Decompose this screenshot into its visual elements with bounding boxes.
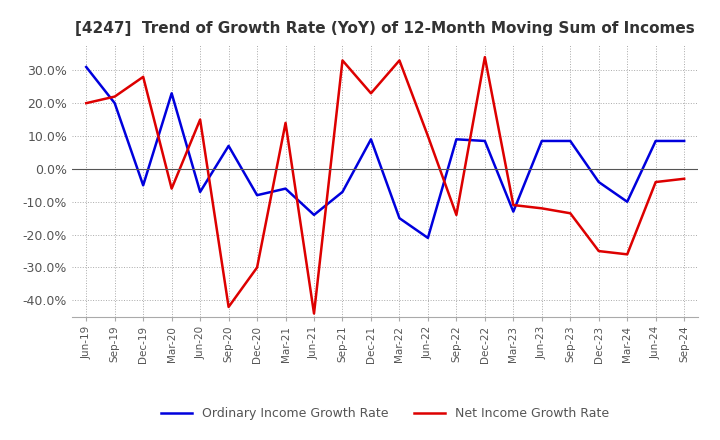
Ordinary Income Growth Rate [167,91,176,96]
Ordinary Income Growth Rate [82,64,91,70]
Ordinary Income Growth Rate [139,183,148,188]
Ordinary Income Growth Rate [623,199,631,205]
Ordinary Income Growth Rate [680,138,688,143]
Ordinary Income Growth Rate [423,235,432,241]
Net Income Growth Rate [82,100,91,106]
Net Income Growth Rate [139,74,148,80]
Net Income Growth Rate [452,212,461,217]
Ordinary Income Growth Rate [253,193,261,198]
Ordinary Income Growth Rate [480,138,489,143]
Ordinary Income Growth Rate [338,189,347,194]
Net Income Growth Rate [480,55,489,60]
Net Income Growth Rate [196,117,204,122]
Legend: Ordinary Income Growth Rate, Net Income Growth Rate: Ordinary Income Growth Rate, Net Income … [156,402,614,425]
Net Income Growth Rate [595,249,603,254]
Ordinary Income Growth Rate [537,138,546,143]
Ordinary Income Growth Rate [282,186,290,191]
Ordinary Income Growth Rate [452,137,461,142]
Net Income Growth Rate [537,205,546,211]
Net Income Growth Rate [310,311,318,316]
Net Income Growth Rate [509,202,518,208]
Ordinary Income Growth Rate [110,100,119,106]
Net Income Growth Rate [110,94,119,99]
Ordinary Income Growth Rate [395,216,404,221]
Ordinary Income Growth Rate [366,137,375,142]
Net Income Growth Rate [680,176,688,181]
Ordinary Income Growth Rate [595,180,603,185]
Title: [4247]  Trend of Growth Rate (YoY) of 12-Month Moving Sum of Incomes: [4247] Trend of Growth Rate (YoY) of 12-… [76,21,695,36]
Ordinary Income Growth Rate [196,189,204,194]
Line: Ordinary Income Growth Rate: Ordinary Income Growth Rate [86,67,684,238]
Ordinary Income Growth Rate [310,212,318,217]
Net Income Growth Rate [423,133,432,139]
Ordinary Income Growth Rate [566,138,575,143]
Net Income Growth Rate [623,252,631,257]
Ordinary Income Growth Rate [652,138,660,143]
Ordinary Income Growth Rate [509,209,518,214]
Net Income Growth Rate [167,186,176,191]
Line: Net Income Growth Rate: Net Income Growth Rate [86,57,684,314]
Net Income Growth Rate [225,304,233,310]
Net Income Growth Rate [366,91,375,96]
Net Income Growth Rate [652,180,660,185]
Net Income Growth Rate [338,58,347,63]
Net Income Growth Rate [566,211,575,216]
Net Income Growth Rate [395,58,404,63]
Net Income Growth Rate [253,265,261,270]
Ordinary Income Growth Rate [225,143,233,149]
Net Income Growth Rate [282,120,290,125]
